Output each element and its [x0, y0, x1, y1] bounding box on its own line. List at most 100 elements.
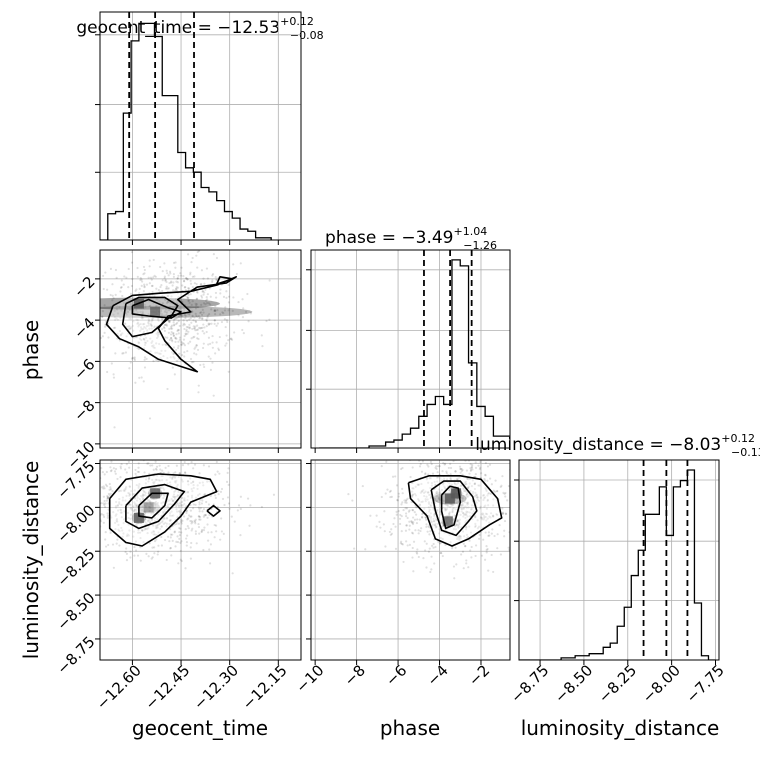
- sample-point: [151, 340, 154, 343]
- sample-point: [175, 479, 178, 482]
- sample-point: [459, 535, 462, 538]
- sample-point: [29, 302, 31, 304]
- sample-point: [452, 506, 455, 510]
- sample-point: [141, 310, 144, 313]
- sample-point: [171, 284, 174, 287]
- sample-point: [171, 340, 174, 343]
- sample-point: [109, 492, 112, 495]
- sample-point: [449, 462, 452, 465]
- sample-point: [210, 531, 213, 534]
- sample-point: [200, 269, 204, 272]
- sample-point: [469, 489, 472, 493]
- sample-point: [138, 337, 141, 340]
- sample-point: [201, 290, 205, 293]
- sample-point: [128, 494, 131, 497]
- sample-point: [137, 466, 140, 469]
- sample-point: [196, 291, 199, 294]
- ylabel-luminosity-distance: luminosity_distance: [19, 461, 43, 660]
- sample-point: [185, 541, 189, 544]
- sample-point: [461, 504, 465, 507]
- sample-point: [471, 490, 475, 494]
- sample-point: [169, 327, 173, 330]
- sample-point: [148, 319, 151, 322]
- sample-point: [95, 322, 97, 324]
- sample-point: [187, 517, 190, 520]
- sample-point: [479, 506, 482, 509]
- sample-point: [91, 492, 93, 494]
- sample-point: [141, 493, 145, 496]
- sample-point: [446, 503, 449, 507]
- sample-point: [116, 305, 119, 308]
- sample-point: [142, 451, 144, 453]
- sample-point: [186, 524, 189, 528]
- sample-point: [150, 531, 153, 534]
- sample-point: [465, 562, 468, 565]
- sample-point: [158, 522, 161, 525]
- sample-point: [186, 498, 189, 502]
- sample-point: [150, 518, 153, 521]
- sample-point: [227, 309, 230, 312]
- sample-point: [213, 536, 216, 539]
- histogram-step: [519, 469, 716, 660]
- sample-point: [94, 499, 96, 501]
- sample-point: [157, 544, 160, 547]
- sample-point: [456, 537, 459, 541]
- sample-point: [220, 517, 223, 520]
- sample-point: [414, 436, 416, 438]
- sample-point: [172, 331, 175, 335]
- sample-point: [220, 320, 224, 324]
- sample-point: [180, 343, 183, 346]
- sample-point: [241, 316, 245, 319]
- sample-point: [156, 518, 159, 521]
- sample-point: [503, 492, 506, 495]
- sample-point: [201, 528, 204, 532]
- sample-point: [124, 351, 128, 354]
- x-tick-label: −10: [292, 661, 327, 696]
- sample-point: [134, 452, 136, 454]
- x-tick-label: −6: [382, 661, 410, 689]
- sample-point: [435, 525, 438, 528]
- sample-point: [454, 501, 457, 504]
- sample-point: [128, 503, 131, 506]
- sample-point: [176, 483, 179, 486]
- sample-point: [198, 326, 201, 329]
- sample-point: [97, 536, 99, 538]
- sample-point: [152, 468, 155, 471]
- sample-point: [449, 473, 452, 476]
- sample-point: [219, 292, 222, 295]
- sample-point: [144, 520, 147, 524]
- sample-point: [172, 499, 175, 502]
- sample-point: [187, 342, 190, 345]
- sample-point: [159, 309, 163, 312]
- sample-point: [453, 577, 456, 580]
- xlabel-phase: phase: [380, 716, 440, 740]
- sample-point: [148, 477, 151, 481]
- sample-point: [169, 476, 172, 479]
- sample-point: [410, 520, 413, 523]
- sample-point: [482, 494, 485, 497]
- sample-point: [207, 322, 210, 325]
- sample-point: [191, 327, 194, 331]
- sample-point: [489, 516, 492, 519]
- sample-point: [183, 313, 186, 316]
- sample-point: [144, 341, 148, 344]
- sample-point: [119, 509, 123, 512]
- sample-point: [423, 540, 426, 543]
- sample-point: [429, 530, 432, 533]
- sample-point: [434, 455, 436, 457]
- sample-point: [219, 490, 223, 493]
- sample-point: [194, 532, 198, 535]
- sample-point: [200, 530, 203, 534]
- sample-point: [471, 479, 474, 482]
- sample-point: [178, 537, 181, 540]
- sample-point: [121, 499, 124, 502]
- sample-point: [469, 531, 473, 534]
- sample-point: [172, 495, 175, 498]
- sample-point: [415, 513, 418, 516]
- sample-point: [394, 547, 398, 550]
- sample-point: [158, 464, 161, 467]
- sample-point: [145, 502, 148, 505]
- sample-point: [232, 296, 235, 299]
- sample-point: [148, 294, 151, 297]
- sample-point: [202, 342, 205, 345]
